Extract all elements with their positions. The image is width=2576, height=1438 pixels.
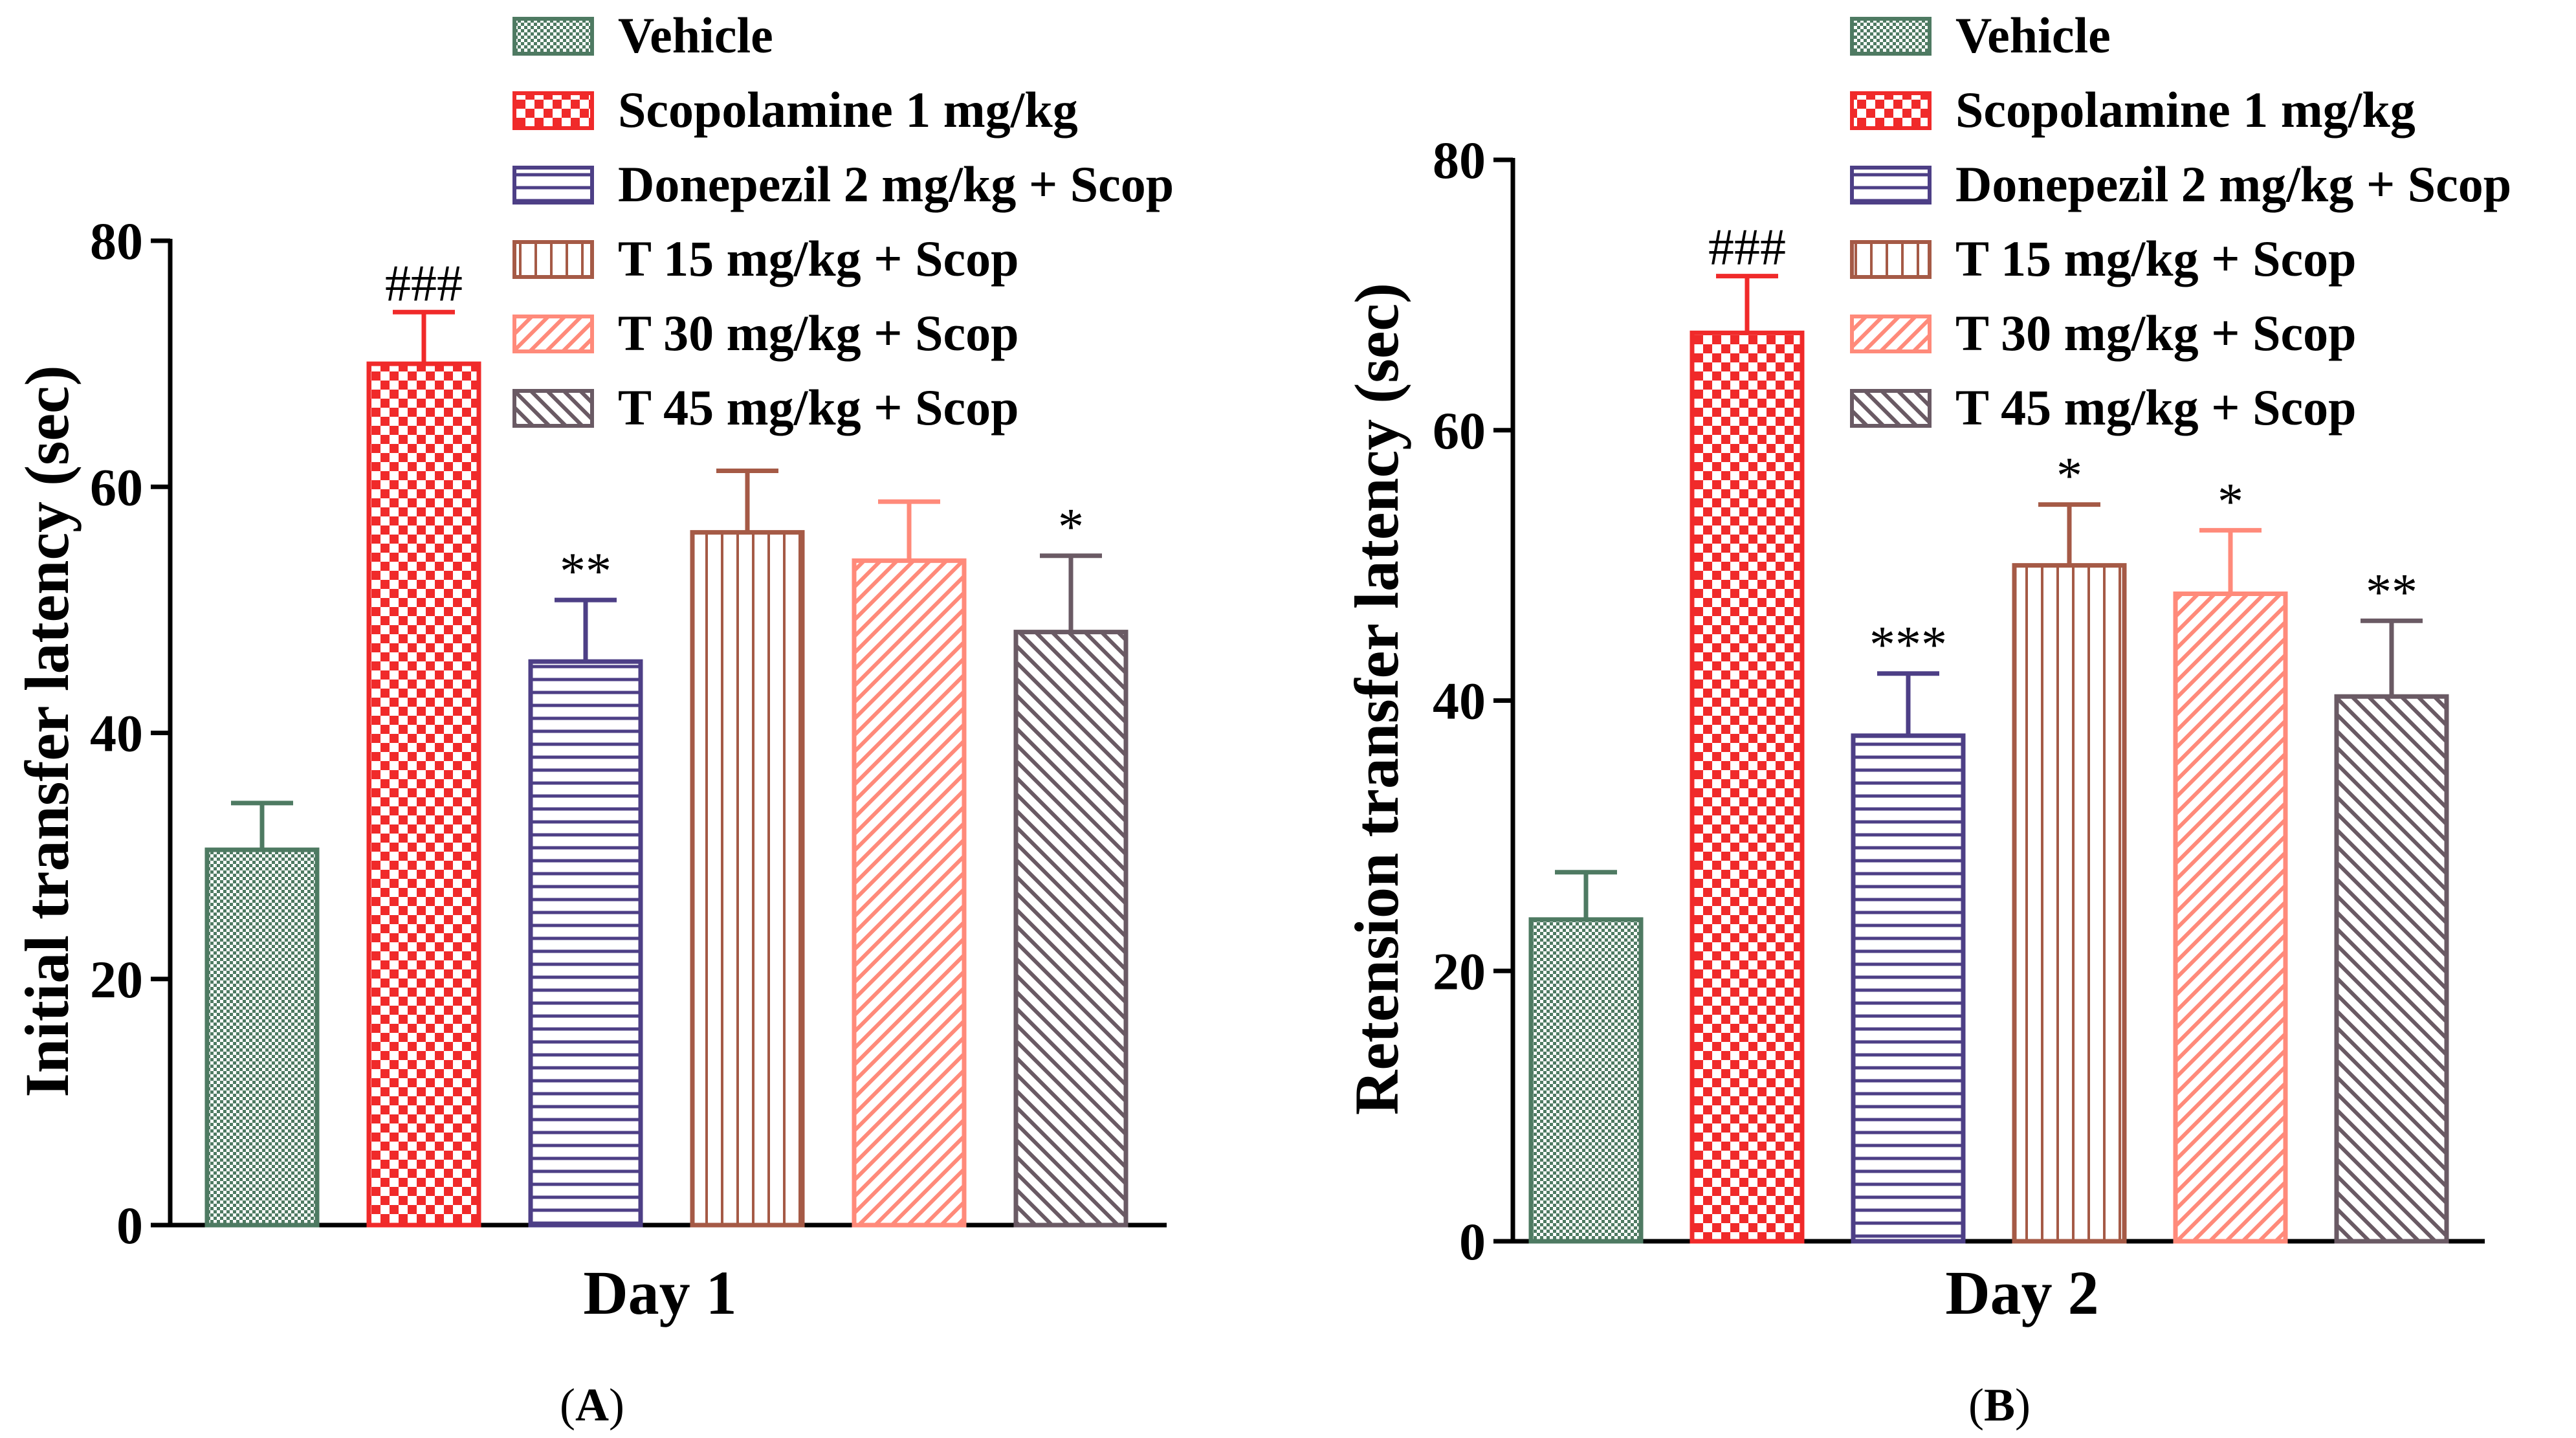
panel-b-y-tick-label: 20: [1433, 942, 1486, 1001]
panel-a-legend-swatch: [512, 240, 594, 279]
panel-b-y-tick-label: 40: [1433, 672, 1486, 731]
panel-a-significance-label: ###: [385, 255, 463, 312]
panel-b-legend-label: Vehicle: [1955, 7, 2111, 63]
panel-b-y-tick-label: 80: [1433, 131, 1486, 190]
panel-b-legend-label: T 45 mg/kg + Scop: [1955, 379, 2356, 436]
panel-b-legend-swatch: [1850, 17, 1932, 56]
panel-a-x-axis-title: Day 1: [583, 1258, 736, 1327]
panel-b-bar-3: [1851, 733, 1966, 1244]
panel-a-bar-3: [528, 659, 643, 1228]
panel-a-significance-label: *: [1058, 499, 1084, 556]
panel-a-legend-swatch: [512, 91, 594, 130]
panel-b-significance-label: *: [2056, 448, 2082, 505]
panel-a-bar-6: [1013, 630, 1128, 1228]
panel-b-y-axis-title: Retension transfer latency (sec): [1342, 283, 1411, 1115]
panel-b-bar-5: [2173, 591, 2288, 1244]
panel-b-legend-swatch: [1850, 240, 1932, 279]
panel-b-bar-6: [2334, 694, 2449, 1244]
panel-b-significance-label: ###: [1708, 219, 1786, 276]
panel-b-bar-4: [2012, 563, 2127, 1244]
panel-b-significance-label: **: [2366, 564, 2417, 621]
panel-a-legend-label: T 30 mg/kg + Scop: [618, 305, 1018, 361]
panel-a-y-axis-title: Initial transfer latency (sec): [12, 365, 82, 1097]
panel-b-legend-label: T 30 mg/kg + Scop: [1955, 305, 2356, 361]
panel-b-y-tick-label: 60: [1433, 401, 1486, 460]
panel-a-y-tick-label: 0: [116, 1196, 143, 1255]
panel-b-bar-1: [1528, 917, 1644, 1244]
panel-b-legend-swatch: [1850, 166, 1932, 205]
panel-a-significance-label: **: [560, 543, 611, 600]
panel-a-legend-swatch: [512, 389, 594, 428]
panel-a-legend-swatch: [512, 315, 594, 353]
panel-a-bar-4: [690, 530, 805, 1228]
panel-b-legend-label: Donepezil 2 mg/kg + Scop: [1955, 156, 2511, 212]
panel-a-label: (A): [560, 1379, 624, 1431]
panel-a-y-tick-label: 80: [90, 212, 143, 271]
panel-a-legend-label: Scopolamine 1 mg/kg: [618, 82, 1078, 138]
panel-a-legend-label: Vehicle: [618, 7, 773, 63]
panel-b-bar-2: [1690, 330, 1805, 1244]
panel-a-legend-swatch: [512, 17, 594, 56]
panel-b-y-tick-label: 0: [1459, 1212, 1486, 1271]
panel-b-legend-label: T 15 mg/kg + Scop: [1955, 230, 2356, 287]
panel-a-bar-5: [852, 558, 967, 1228]
panel-a-bar-1: [204, 847, 320, 1228]
panel-a-legend-label: Donepezil 2 mg/kg + Scop: [618, 156, 1174, 212]
panel-a-y-tick-label: 60: [90, 458, 143, 516]
panel-b-legend-swatch: [1850, 91, 1932, 130]
panel-a-legend-label: T 15 mg/kg + Scop: [618, 230, 1018, 287]
panel-b-legend-label: Scopolamine 1 mg/kg: [1955, 82, 2416, 138]
panel-a-legend-label: T 45 mg/kg + Scop: [618, 379, 1018, 436]
panel-b-x-axis-title: Day 2: [1945, 1258, 2098, 1327]
panel-a-y-tick-label: 20: [90, 950, 143, 1009]
panel-b-significance-label: *: [2218, 473, 2243, 530]
panel-b-legend-swatch: [1850, 315, 1932, 353]
panel-a-y-tick-label: 40: [90, 704, 143, 763]
panel-a-bar-2: [366, 361, 481, 1228]
panel-a-legend-swatch: [512, 166, 594, 205]
panel-b-significance-label: ***: [1869, 617, 1947, 674]
panel-b-label: (B): [1968, 1379, 2031, 1431]
panel-b-legend-swatch: [1850, 389, 1932, 428]
